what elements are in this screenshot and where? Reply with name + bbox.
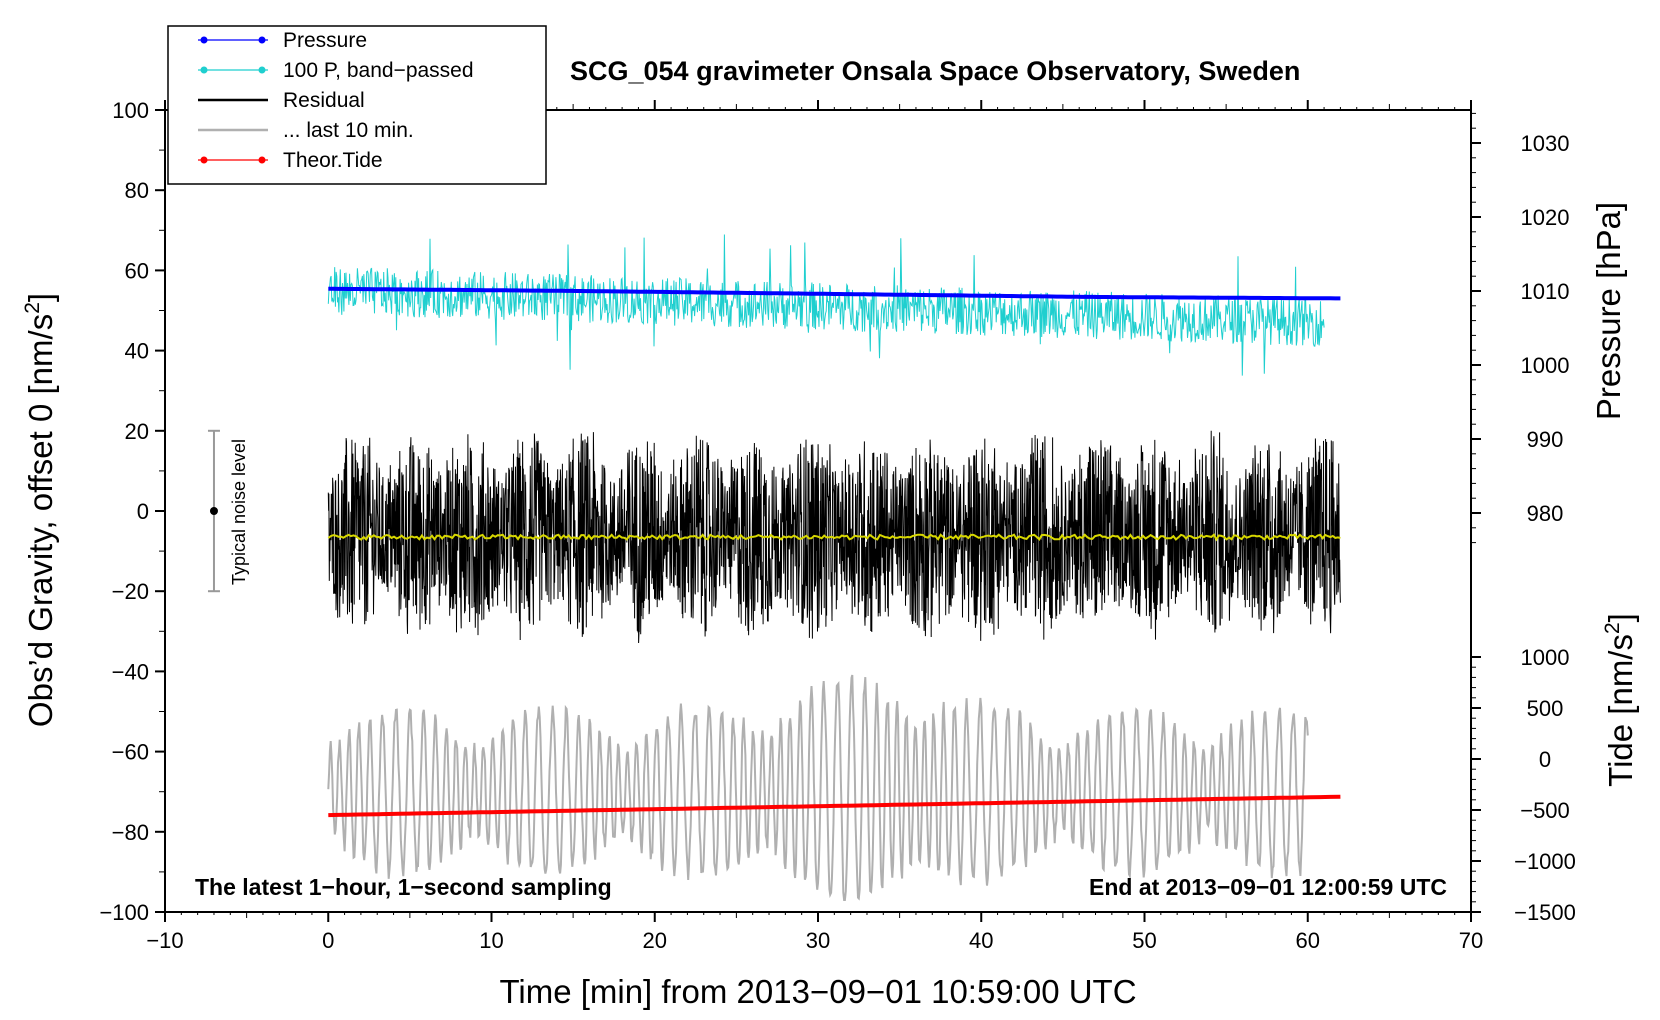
noise-level-label: Typical noise level xyxy=(229,439,249,585)
y-tick-label: 0 xyxy=(137,499,149,524)
x-axis-label: Time [min] from 2013−09−01 10:59:00 UTC xyxy=(499,973,1136,1010)
legend: Pressure 100 P, band−passed Residual ... la… xyxy=(167,25,547,185)
tide-tick-label: 1000 xyxy=(1521,645,1570,670)
legend-marker xyxy=(200,36,208,44)
series-last-10-min xyxy=(327,674,1309,901)
x-tick-label: 60 xyxy=(1296,928,1320,953)
y-axis-label-tide: Tide [nm/s2] xyxy=(1601,613,1639,787)
x-tick-label: 0 xyxy=(322,928,334,953)
y-tick-label: −20 xyxy=(112,579,149,604)
annotation-end-time: End at 2013−09−01 12:00:59 UTC xyxy=(1089,874,1447,900)
x-tick-label: 20 xyxy=(643,928,667,953)
legend-label: Theor.Tide xyxy=(283,149,383,172)
pressure-tick-label: 990 xyxy=(1527,427,1564,452)
pressure-tick-label: 1020 xyxy=(1521,205,1570,230)
tide-tick-label: −1500 xyxy=(1514,900,1576,925)
tide-tick-label: 500 xyxy=(1527,696,1564,721)
y-tick-label: −100 xyxy=(99,900,149,925)
annotation-sampling: The latest 1−hour, 1−second sampling xyxy=(195,874,612,900)
x-tick-label: 50 xyxy=(1132,928,1156,953)
legend-label: Pressure xyxy=(283,29,367,52)
legend-label: ... last 10 min. xyxy=(283,119,414,142)
pressure-tick-label: 1030 xyxy=(1521,131,1570,156)
y-tick-label: −60 xyxy=(112,740,149,765)
y-tick-label: 100 xyxy=(112,98,149,123)
legend-marker xyxy=(258,36,266,44)
y-axis-label-pressure: Pressure [hPa] xyxy=(1590,202,1627,420)
tide-tick-label: 0 xyxy=(1539,747,1551,772)
y-tick-label: 60 xyxy=(125,258,149,283)
chart-title: SCG_054 gravimeter Onsala Space Observat… xyxy=(570,56,1300,86)
noise-level-indicator xyxy=(207,429,220,593)
y-tick-label: 20 xyxy=(125,419,149,444)
y-tick-label: −40 xyxy=(112,659,149,684)
pressure-tick-label: 1000 xyxy=(1521,353,1570,378)
noise-bar-center xyxy=(209,507,218,515)
tide-tick-label: −1000 xyxy=(1514,849,1576,874)
legend-label: 100 P, band−passed xyxy=(283,59,474,82)
y-tick-label: −80 xyxy=(112,820,149,845)
series-pressure xyxy=(328,286,1341,301)
legend-marker xyxy=(200,156,208,164)
x-tick-label: 30 xyxy=(806,928,830,953)
legend-box xyxy=(167,25,547,185)
legend-marker xyxy=(200,66,208,74)
pressure-tick-label: 980 xyxy=(1527,501,1564,526)
x-tick-label: 40 xyxy=(969,928,993,953)
x-tick-label: 10 xyxy=(479,928,503,953)
x-tick-label: 70 xyxy=(1459,928,1483,953)
series-theoretical-tide xyxy=(328,794,1341,818)
y-axis-label-main: Obs’d Gravity, offset 0 [nm/s2] xyxy=(21,293,59,727)
y-tick-label: 40 xyxy=(125,339,149,364)
series-band-passed xyxy=(327,234,1325,376)
legend-label: Residual xyxy=(283,89,365,112)
legend-marker xyxy=(258,66,266,74)
x-tick-label: −10 xyxy=(146,928,183,953)
y-tick-label: 80 xyxy=(125,178,149,203)
legend-marker xyxy=(258,156,266,164)
series-residual-mean xyxy=(327,533,1341,542)
pressure-tick-label: 1010 xyxy=(1521,279,1570,304)
tide-tick-label: −500 xyxy=(1520,798,1570,823)
